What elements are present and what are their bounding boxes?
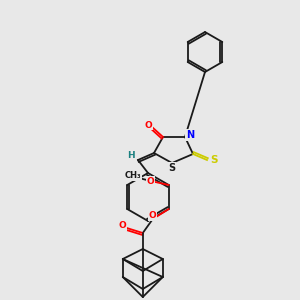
Text: CH₃: CH₃ [124, 172, 141, 181]
Text: O: O [149, 212, 157, 220]
Text: S: S [168, 163, 175, 173]
Text: O: O [147, 176, 155, 185]
Text: S: S [210, 155, 218, 165]
Text: N: N [186, 130, 194, 140]
Text: H: H [127, 151, 135, 160]
Text: O: O [144, 121, 152, 130]
Text: O: O [119, 221, 127, 230]
